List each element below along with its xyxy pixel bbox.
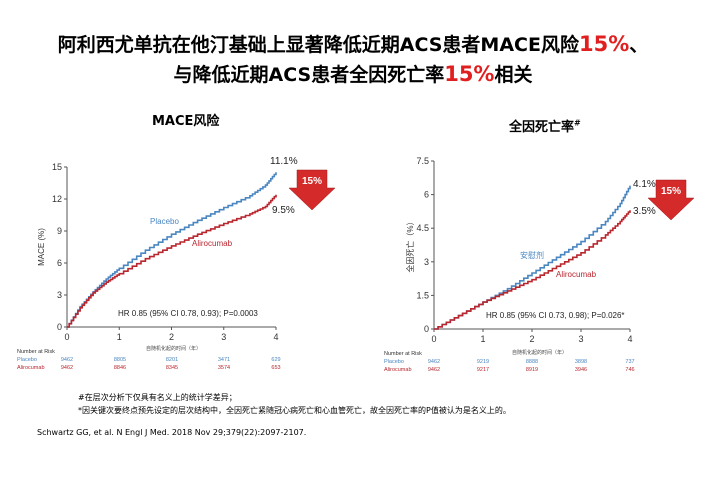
mace-x-tick-label: 3 (221, 332, 226, 342)
mortality-y-axis-label: 全因死亡（%） (405, 217, 415, 272)
mortality-risk-row-value: 737 (625, 359, 634, 365)
mortality-y-tick-label: 3 (424, 257, 429, 267)
mace-risk-row-value: 629 (271, 357, 280, 363)
mortality-alirocumab-line (434, 210, 631, 330)
title-line2-suffix: 相关 (494, 64, 533, 86)
mortality-alirocumab-series-label: Alirocumab (556, 270, 597, 279)
mortality-x-axis-label: 自随机化起的时间（年） (512, 349, 567, 356)
mace-risk-row-name: Placebo (17, 357, 37, 363)
mace-risk-table-header: Number at Risk (17, 349, 55, 355)
footnote-2: *因关键次要终点预先设定的层次结构中，全因死亡紧随冠心病死亡和心血管死亡，故全因… (78, 406, 511, 415)
mace-alirocumab-end-label: 9.5% (272, 205, 295, 216)
mortality-risk-row-value: 8888 (526, 359, 538, 365)
title-line1-suffix: 、 (629, 34, 649, 56)
mortality-alirocumab-end-label: 3.5% (633, 206, 656, 217)
mace-hazard-ratio-text: HR 0.85 (95% CI 0.78, 0.93); P=0.0003 (118, 309, 258, 318)
mace-risk-row-value: 3471 (218, 357, 230, 363)
title-line1-highlight: 15% (578, 32, 630, 56)
mortality-risk-row-name: Placebo (384, 359, 404, 365)
mortality-risk-row-value: 9219 (477, 359, 489, 365)
mortality-y-tick-label: 4.5 (416, 223, 429, 233)
mace-risk-row-value: 8805 (114, 357, 126, 363)
mortality-chart-title-text: 全因死亡率 (509, 120, 575, 135)
mace-risk-row-value: 9462 (61, 365, 73, 371)
mace-risk-row-value: 653 (271, 365, 280, 371)
slide-title-line2: 与降低近期ACS患者全因死亡率15%相关 (0, 60, 706, 87)
mortality-risk-row-value: 746 (625, 367, 634, 373)
mace-y-tick-label: 0 (57, 322, 62, 332)
mace-placebo-end-label: 11.1% (270, 156, 298, 167)
mace-chart-title-text: MACE风险 (152, 114, 220, 129)
mortality-x-tick-label: 4 (627, 334, 632, 344)
mace-y-tick-label: 9 (57, 226, 62, 236)
mortality-y-tick-label: 7.5 (416, 156, 429, 166)
mace-alirocumab-line (67, 194, 277, 328)
mortality-risk-table-header: Number at Risk (384, 351, 422, 357)
mortality-risk-row-value: 3898 (575, 359, 587, 365)
mace-y-tick-label: 15 (52, 162, 62, 172)
mace-x-tick-label: 4 (273, 332, 278, 342)
mortality-reduction-arrow-icon (647, 179, 695, 221)
title-line2-text: 与降低近期ACS患者全因死亡率 (173, 64, 445, 86)
mortality-placebo-end-label: 4.1% (633, 179, 656, 190)
title-line1-text: 阿利西尤单抗在他汀基础上显著降低近期ACS患者MACE风险 (57, 34, 579, 56)
mortality-risk-row-value: 8919 (526, 367, 538, 373)
footnote-1: #在层次分析下仅具有名义上的统计学差异； (78, 393, 237, 402)
mace-risk-row-value: 3574 (218, 365, 230, 371)
mace-reduction-arrow-label: 15% (302, 176, 322, 187)
mace-y-axis-label: MACE (%) (37, 228, 46, 266)
mortality-chart-title-sup: # (574, 118, 581, 128)
slide-title-line1: 阿利西尤单抗在他汀基础上显著降低近期ACS患者MACE风险15%、 (0, 30, 706, 57)
mortality-risk-row-name: Alirocumab (384, 367, 412, 373)
mortality-risk-row-value: 9462 (428, 367, 440, 373)
mortality-y-tick-label: 0 (424, 324, 429, 334)
mortality-hazard-ratio-text: HR 0.85 (95% CI 0.73, 0.98); P=0.026* (486, 311, 625, 320)
mortality-risk-row-value: 3946 (575, 367, 587, 373)
mortality-chart-title: 全因死亡率# (509, 116, 581, 135)
mace-risk-row-value: 9462 (61, 357, 73, 363)
mortality-y-tick-label: 6 (424, 190, 429, 200)
mortality-risk-row-value: 9462 (428, 359, 440, 365)
mace-y-tick-label: 3 (57, 290, 62, 300)
mace-x-tick-label: 2 (169, 332, 174, 342)
mace-x-axis-label: 自随机化起的时间（年） (146, 345, 201, 352)
mace-placebo-line (67, 172, 277, 328)
mace-y-tick-label: 6 (57, 258, 62, 268)
mace-reduction-arrow-icon (288, 169, 336, 211)
mortality-x-tick-label: 2 (529, 334, 534, 344)
mace-x-tick-label: 0 (64, 332, 69, 342)
title-line2-highlight: 15% (444, 62, 495, 86)
mortality-y-tick-label: 1.5 (416, 290, 429, 300)
mace-x-tick-label: 1 (117, 332, 122, 342)
mortality-x-tick-label: 1 (480, 334, 485, 344)
mortality-reduction-arrow-label: 15% (661, 186, 681, 197)
mace-risk-row-value: 8846 (114, 365, 126, 371)
mortality-placebo-series-label: 安慰剂 (520, 250, 544, 260)
mace-risk-row-value: 8201 (166, 357, 178, 363)
mortality-risk-row-value: 9217 (477, 367, 489, 373)
mace-placebo-series-label: Placebo (150, 217, 179, 226)
mortality-x-tick-label: 3 (578, 334, 583, 344)
mace-risk-row-name: Alirocumab (17, 365, 45, 371)
mortality-x-tick-label: 0 (431, 334, 436, 344)
mace-chart-title: MACE风险 (152, 110, 219, 129)
mace-alirocumab-series-label: Alirocumab (192, 239, 233, 248)
mace-y-tick-label: 12 (52, 194, 62, 204)
mace-risk-row-value: 8345 (166, 365, 178, 371)
reference-citation: Schwartz GG, et al. N Engl J Med. 2018 N… (37, 428, 307, 437)
